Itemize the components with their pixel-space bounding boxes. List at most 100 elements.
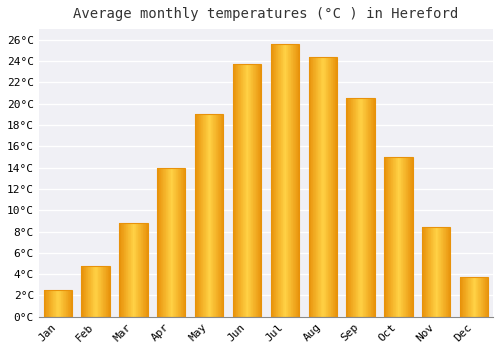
Bar — [273, 44, 274, 317]
Bar — [371, 98, 372, 317]
Bar — [87, 266, 88, 317]
Bar — [245, 64, 246, 317]
Bar — [182, 168, 184, 317]
Bar — [390, 157, 392, 317]
Bar — [479, 277, 480, 317]
Bar — [357, 98, 358, 317]
Bar — [67, 290, 68, 317]
Bar — [465, 277, 466, 317]
Bar — [135, 223, 136, 317]
Bar — [346, 98, 347, 317]
Bar — [324, 57, 325, 317]
Bar — [399, 157, 400, 317]
Bar — [242, 64, 244, 317]
Bar — [46, 290, 47, 317]
Bar — [482, 277, 484, 317]
Bar — [210, 114, 212, 317]
Bar — [45, 290, 46, 317]
Bar — [362, 98, 364, 317]
Bar — [295, 44, 296, 317]
Bar — [163, 168, 164, 317]
Bar — [402, 157, 404, 317]
Bar — [460, 277, 488, 317]
Bar — [348, 98, 349, 317]
Bar — [160, 168, 162, 317]
Bar — [128, 223, 129, 317]
Bar — [308, 57, 337, 317]
Bar — [142, 223, 144, 317]
Bar — [310, 57, 312, 317]
Title: Average monthly temperatures (°C ) in Hereford: Average monthly temperatures (°C ) in He… — [74, 7, 458, 21]
Bar — [170, 168, 172, 317]
Bar — [291, 44, 292, 317]
Bar — [119, 223, 148, 317]
Bar — [308, 57, 309, 317]
Bar — [95, 266, 96, 317]
Bar — [50, 290, 51, 317]
Bar — [109, 266, 110, 317]
Bar — [220, 114, 221, 317]
Bar — [199, 114, 200, 317]
Bar — [98, 266, 99, 317]
Bar — [66, 290, 67, 317]
Bar — [132, 223, 134, 317]
Bar — [423, 227, 424, 317]
Bar — [146, 223, 147, 317]
Bar — [125, 223, 126, 317]
Bar — [284, 44, 285, 317]
Bar — [476, 277, 477, 317]
Bar — [352, 98, 353, 317]
Bar — [134, 223, 135, 317]
Bar — [406, 157, 407, 317]
Bar — [197, 114, 198, 317]
Bar — [138, 223, 139, 317]
Bar — [205, 114, 206, 317]
Bar — [432, 227, 434, 317]
Bar — [209, 114, 210, 317]
Bar — [441, 227, 442, 317]
Bar — [365, 98, 366, 317]
Bar — [270, 44, 272, 317]
Bar — [235, 64, 236, 317]
Bar — [168, 168, 169, 317]
Bar — [372, 98, 374, 317]
Bar — [105, 266, 106, 317]
Bar — [282, 44, 284, 317]
Bar — [44, 290, 72, 317]
Bar — [366, 98, 367, 317]
Bar — [322, 57, 324, 317]
Bar — [312, 57, 313, 317]
Bar — [71, 290, 72, 317]
Bar — [434, 227, 435, 317]
Bar — [444, 227, 445, 317]
Bar — [181, 168, 182, 317]
Bar — [107, 266, 108, 317]
Bar — [258, 64, 259, 317]
Bar — [277, 44, 278, 317]
Bar — [139, 223, 140, 317]
Bar — [215, 114, 216, 317]
Bar — [175, 168, 176, 317]
Bar — [276, 44, 277, 317]
Bar — [216, 114, 217, 317]
Bar — [180, 168, 181, 317]
Bar — [426, 227, 427, 317]
Bar — [65, 290, 66, 317]
Bar — [485, 277, 486, 317]
Bar — [409, 157, 410, 317]
Bar — [370, 98, 371, 317]
Bar — [386, 157, 387, 317]
Bar — [260, 64, 261, 317]
Bar — [248, 64, 249, 317]
Bar — [62, 290, 64, 317]
Bar — [466, 277, 467, 317]
Bar — [60, 290, 62, 317]
Bar — [411, 157, 412, 317]
Bar — [59, 290, 60, 317]
Bar — [294, 44, 295, 317]
Bar — [179, 168, 180, 317]
Bar — [318, 57, 319, 317]
Bar — [169, 168, 170, 317]
Bar — [147, 223, 148, 317]
Bar — [104, 266, 105, 317]
